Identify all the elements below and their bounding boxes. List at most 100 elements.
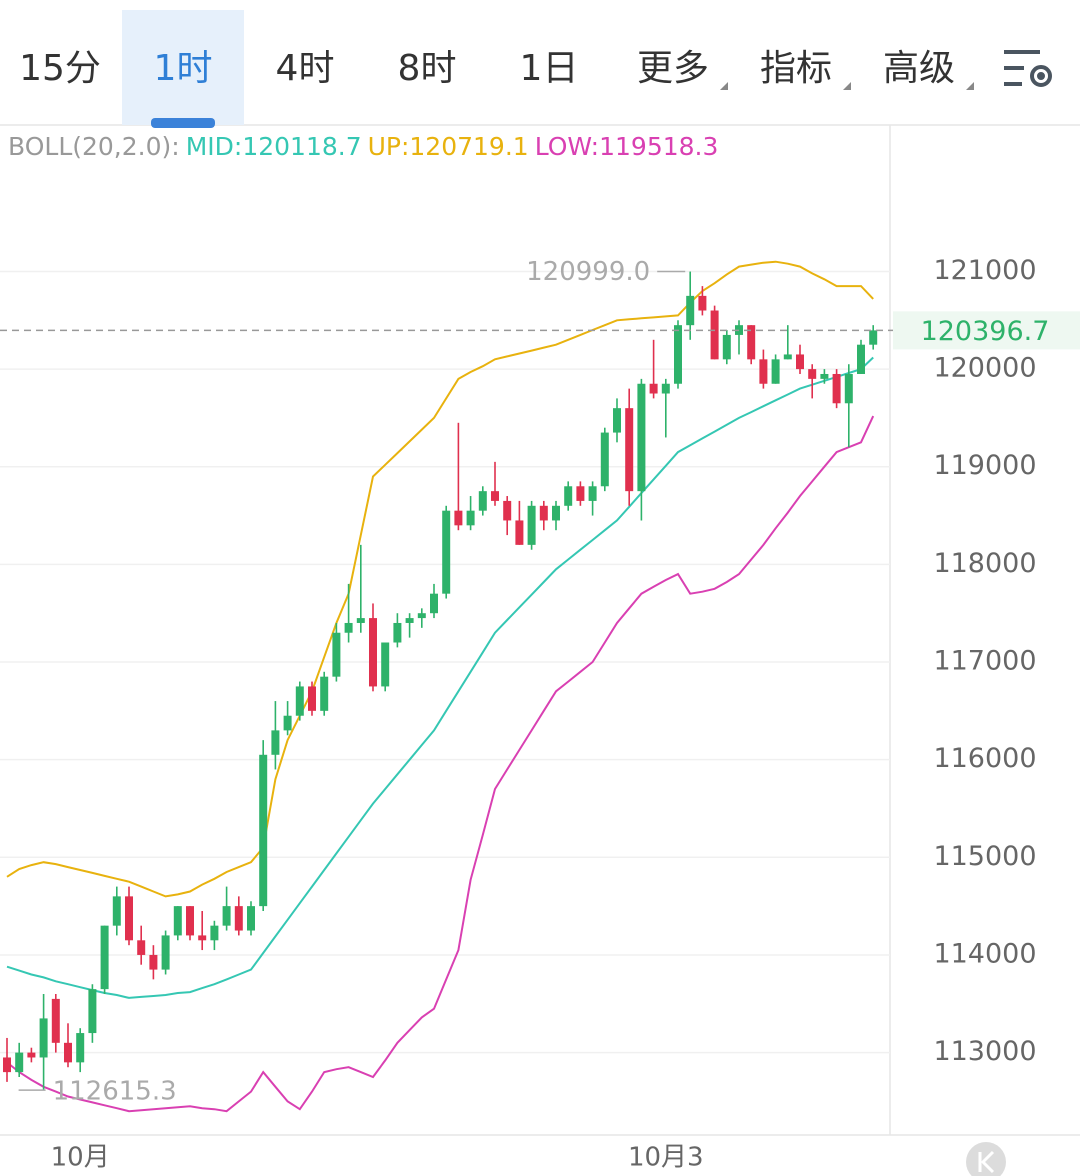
candle-body (722, 334, 731, 360)
candle-body (698, 295, 707, 311)
candle-body (320, 676, 329, 711)
candle-body (161, 935, 170, 970)
candle-body (210, 925, 219, 941)
candle-body (637, 383, 646, 492)
candle-body (661, 383, 670, 394)
candle-body (222, 906, 231, 926)
tab-label[interactable]: 4时 (276, 48, 335, 89)
candle-body (649, 383, 658, 394)
candle-body (844, 373, 853, 404)
settings-icon[interactable] (1004, 50, 1052, 87)
candle-body (149, 954, 158, 970)
candle-body (27, 1052, 36, 1058)
dropdown-caret (720, 82, 728, 90)
candle-body (588, 486, 597, 501)
candle-body (332, 632, 341, 677)
active-tab-indicator (151, 118, 215, 128)
candle-body (381, 642, 390, 687)
tab-label[interactable]: 1日 (520, 48, 579, 89)
candle-body (356, 618, 365, 623)
y-tick-label: 119000 (933, 450, 1036, 481)
y-tick-label: 118000 (933, 548, 1036, 579)
candle-body (295, 686, 304, 716)
dropdown-caret (966, 82, 974, 90)
candle-body (796, 354, 804, 370)
candle-body (198, 935, 207, 941)
candle-body (625, 408, 634, 492)
candle-body (259, 754, 268, 907)
y-tick-label: 114000 (933, 938, 1036, 969)
candle-body (125, 896, 133, 941)
extreme-label: 112615.3 (53, 1077, 177, 1107)
candle-body (832, 373, 841, 404)
candle-body (747, 325, 756, 360)
candle-body (393, 622, 402, 643)
legend-entry: MID:120118.7 (186, 132, 362, 161)
dropdown-caret (843, 82, 851, 90)
candle-body (759, 359, 768, 384)
legend-entry: LOW:119518.3 (535, 132, 719, 161)
candle-body (137, 940, 146, 955)
candle-body (527, 505, 536, 545)
candle-body (466, 510, 475, 526)
tab-label[interactable]: 更多 (637, 48, 709, 89)
candle-body (478, 491, 487, 511)
indicator-label: BOLL(20,2.0): (8, 132, 180, 161)
candle-body (869, 330, 878, 345)
y-tick-label: 115000 (933, 841, 1036, 872)
candle-body (405, 618, 414, 623)
candle-body (857, 344, 865, 374)
tab-label[interactable]: 高级 (883, 48, 955, 89)
y-tick-label: 113000 (933, 1036, 1036, 1067)
candle-body (3, 1057, 11, 1073)
collapse-button[interactable] (966, 1142, 1006, 1176)
candle-body (271, 730, 280, 755)
tab-label[interactable]: 1时 (154, 48, 213, 89)
candle-body (613, 408, 621, 433)
candle-body (674, 325, 682, 384)
indicator-line (6, 356, 874, 999)
indicator-line (6, 260, 874, 898)
candle-body (552, 505, 560, 521)
candle-body (186, 906, 194, 936)
indicator-line (6, 415, 875, 1113)
legend-entry: UP:120719.1 (368, 132, 529, 161)
last-price-label: 120396.7 (921, 316, 1050, 347)
tab-label[interactable]: 15分 (19, 48, 101, 89)
x-tick-label: 10月 (51, 1143, 110, 1173)
y-tick-label: 121000 (933, 255, 1036, 286)
y-tick-label: 117000 (933, 646, 1036, 677)
candle-body (539, 505, 548, 521)
candle-body (515, 520, 524, 545)
candle-body (173, 906, 182, 936)
candle-body (491, 491, 499, 501)
candle-body (39, 1018, 48, 1058)
tab-label[interactable]: 8时 (398, 48, 457, 89)
candle-body (308, 686, 316, 711)
candle-body (710, 310, 719, 360)
tab-label[interactable]: 指标 (760, 48, 832, 89)
y-tick-label: 116000 (933, 743, 1036, 774)
candle-body (564, 486, 573, 506)
candle-body (100, 925, 109, 990)
candle-body (344, 622, 353, 633)
candle-body (783, 354, 792, 360)
last-price-box (893, 311, 1080, 350)
candle-body (51, 998, 60, 1043)
candle-body (808, 369, 817, 379)
candle-body (76, 1033, 85, 1063)
candle-body (771, 359, 780, 384)
candle-body (430, 593, 438, 614)
candle-body (247, 906, 255, 931)
candle-body (283, 715, 292, 731)
candle-body (442, 510, 451, 594)
candle-body (112, 896, 121, 926)
candle-body (64, 1042, 72, 1063)
active-tab-bg (122, 10, 244, 125)
candle-body (686, 295, 695, 326)
candle-body (417, 613, 426, 619)
extreme-label: 120999.0 (526, 257, 650, 287)
candle-body (600, 432, 609, 487)
